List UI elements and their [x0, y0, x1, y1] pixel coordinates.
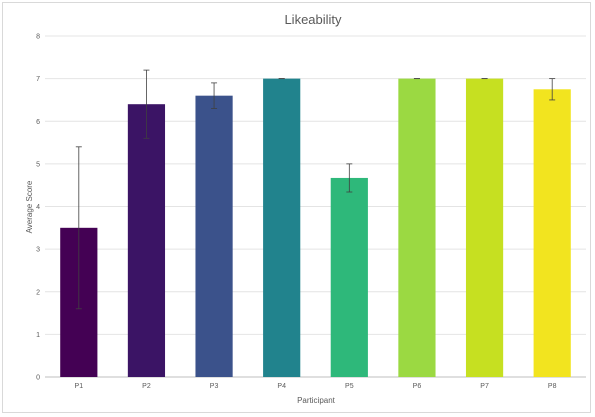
- x-tick-label: P5: [345, 383, 354, 390]
- x-tick-label: P2: [142, 383, 151, 390]
- bar: [263, 78, 301, 377]
- y-axis-ticks: 0 1 2 3 4 5 6 7 8: [36, 34, 40, 382]
- y-tick-label: 7: [36, 76, 40, 83]
- y-tick-label: 5: [36, 161, 40, 168]
- bar: [127, 104, 166, 377]
- chart-title: Likeability: [284, 12, 342, 27]
- x-axis-ticks: P1 P2 P3 P4 P5 P6 P7 P8: [75, 383, 557, 390]
- bars: [60, 78, 571, 378]
- y-tick-label: 8: [36, 34, 40, 41]
- error-bars: [75, 69, 556, 310]
- y-tick-label: 2: [36, 289, 40, 296]
- x-tick-label: P7: [480, 383, 489, 390]
- y-tick-label: 0: [36, 375, 40, 382]
- gridlines: [45, 35, 586, 378]
- y-axis-label: Average Score: [25, 180, 34, 233]
- bar: [533, 89, 571, 377]
- bar: [465, 78, 504, 377]
- y-tick-label: 3: [36, 247, 40, 254]
- x-tick-label: P4: [277, 383, 286, 390]
- bar: [330, 177, 368, 377]
- bar: [195, 95, 233, 378]
- bar: [398, 78, 436, 377]
- x-axis-label: Participant: [297, 396, 336, 405]
- x-tick-label: P1: [75, 383, 84, 390]
- y-tick-label: 6: [36, 119, 40, 126]
- x-tick-label: P8: [548, 383, 557, 390]
- x-tick-label: P6: [413, 383, 422, 390]
- x-tick-label: P3: [210, 383, 219, 390]
- y-tick-label: 1: [36, 332, 40, 339]
- y-tick-label: 4: [36, 204, 40, 211]
